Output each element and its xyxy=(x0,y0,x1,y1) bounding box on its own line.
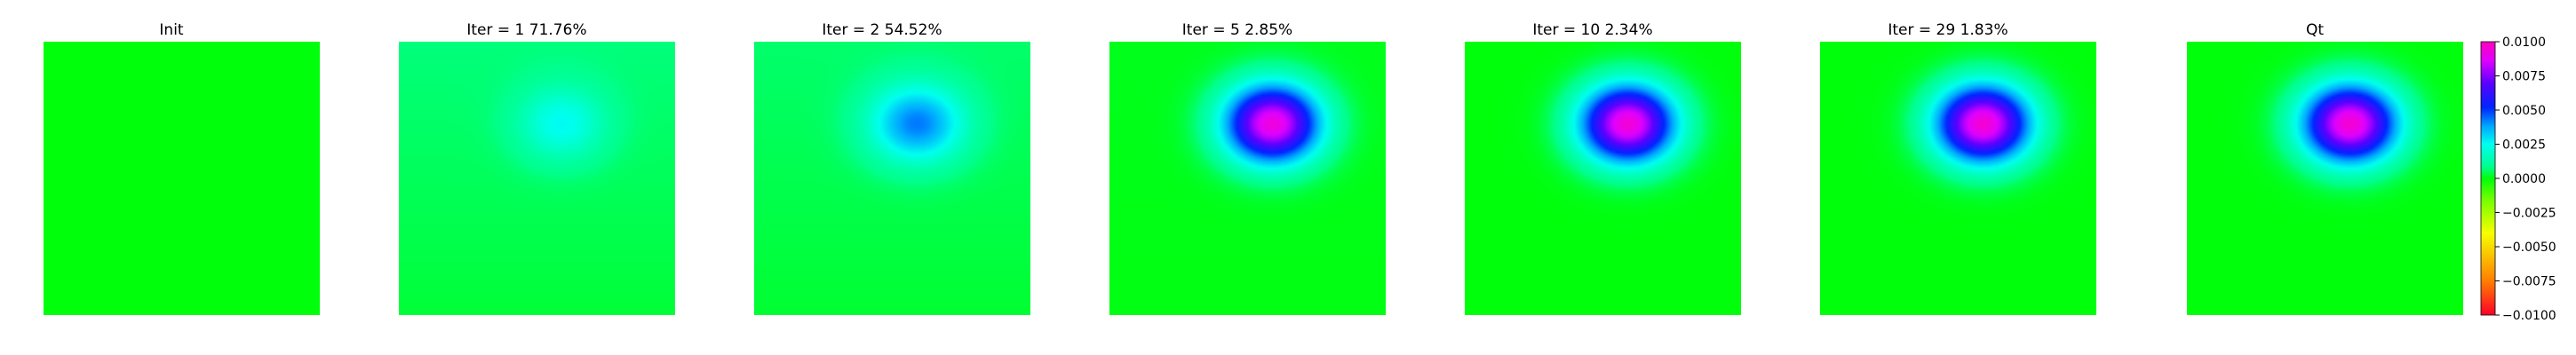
colorbar-tick-label: −0.0025 xyxy=(2502,207,2556,221)
heatmap-panel-qt xyxy=(2187,42,2463,315)
panel-title-iter-29: Iter = 29 1.83% xyxy=(1888,21,2008,39)
colorbar-tick-label: 0.0100 xyxy=(2502,36,2546,50)
panel-title-iter-10: Iter = 10 2.34% xyxy=(1532,21,1652,39)
colorbar-tick-label: 0.0025 xyxy=(2502,138,2546,153)
colorbar-tick-label: 0.0000 xyxy=(2502,172,2546,186)
colorbar-tick-label: 0.0050 xyxy=(2502,104,2546,118)
heatmap-panel-iter-1 xyxy=(399,42,675,315)
colorbar-tick-label: 0.0075 xyxy=(2502,70,2546,84)
colorbar xyxy=(2480,41,2496,316)
heatmap-panel-init xyxy=(44,42,320,315)
colorbar-ticks: 0.0100 0.0075 0.0050 0.0025 0.0000 −0.0025 −0.… xyxy=(2495,36,2556,323)
panel-title-qt: Qt xyxy=(2306,21,2324,39)
panel-title-init: Init xyxy=(159,21,184,39)
panel-title-iter-5: Iter = 5 2.85% xyxy=(1182,21,1292,39)
heatmap-panel-iter-10 xyxy=(1465,42,1741,315)
heatmap-panel-iter-5 xyxy=(1109,42,1386,315)
panel-title-iter-2: Iter = 2 54.52% xyxy=(822,21,942,39)
heatmap-panel-iter-29 xyxy=(1820,42,2096,315)
panel-title-iter-1: Iter = 1 71.76% xyxy=(466,21,586,39)
heatmap-panel-iter-2 xyxy=(754,42,1030,315)
colorbar-tick-label: −0.0050 xyxy=(2502,241,2556,255)
colorbar-tick-label: −0.0075 xyxy=(2502,275,2556,289)
colorbar-tick-label: −0.0100 xyxy=(2502,309,2556,323)
